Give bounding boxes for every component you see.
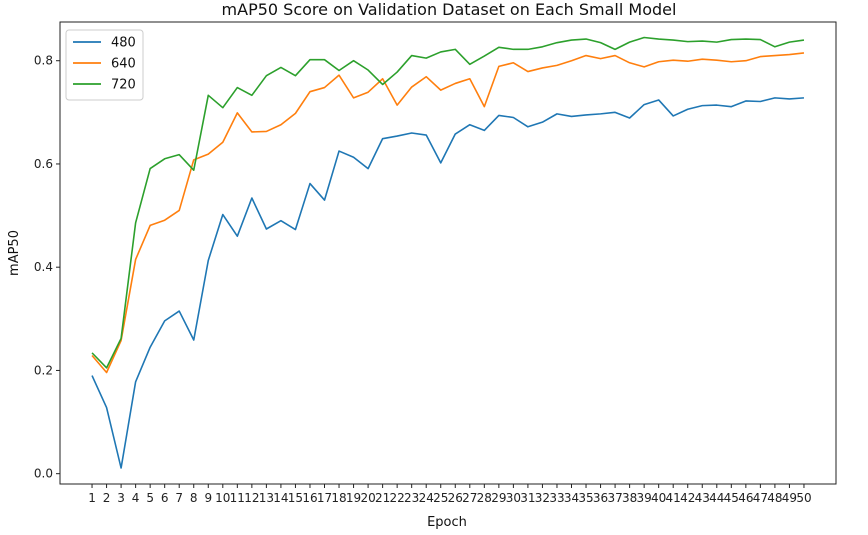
x-tick-label: 3 <box>117 491 125 505</box>
x-tick-label: 25 <box>433 491 448 505</box>
x-tick-label: 15 <box>288 491 303 505</box>
x-tick-label: 29 <box>491 491 506 505</box>
x-tick-label: 18 <box>331 491 346 505</box>
x-tick-label: 31 <box>520 491 535 505</box>
x-tick-label: 8 <box>190 491 198 505</box>
x-tick-label: 1 <box>88 491 96 505</box>
x-tick-label: 7 <box>175 491 183 505</box>
x-tick-label: 23 <box>404 491 419 505</box>
x-axis-title: Epoch <box>427 515 467 530</box>
series-line-720 <box>91 36 805 369</box>
x-tick-label: 46 <box>738 491 753 505</box>
legend-label-640: 640 <box>111 57 136 72</box>
x-tick-label: 24 <box>419 491 434 505</box>
y-axis: 0.0 0.2 0.4 0.6 0.8 <box>34 54 60 481</box>
plot-area <box>91 36 805 469</box>
y-tick-label: 0.6 <box>34 157 53 171</box>
x-tick-label: 40 <box>651 491 666 505</box>
plot-frame <box>59 21 837 485</box>
x-tick-label: 6 <box>161 491 169 505</box>
x-tick-label: 17 <box>317 491 332 505</box>
x-tick-label: 19 <box>346 491 361 505</box>
x-tick-label: 36 <box>593 491 608 505</box>
x-tick-label: 26 <box>448 491 463 505</box>
x-tick-label: 4 <box>132 491 140 505</box>
y-axis-title: mAP50 <box>7 230 22 276</box>
x-tick-label: 9 <box>204 491 212 505</box>
y-tick-label: 0.0 <box>34 467 53 481</box>
x-tick-label: 39 <box>637 491 652 505</box>
x-tick-label: 11 <box>230 491 245 505</box>
x-tick-label: 38 <box>622 491 637 505</box>
x-tick-label: 20 <box>360 491 375 505</box>
x-tick-label: 30 <box>506 491 521 505</box>
legend: 480 640 720 <box>65 29 144 101</box>
x-tick-label: 12 <box>244 491 259 505</box>
x-tick-label: 10 <box>215 491 230 505</box>
y-tick-label: 0.2 <box>34 363 53 377</box>
x-tick-label: 50 <box>796 491 811 505</box>
x-tick-label: 28 <box>477 491 492 505</box>
x-tick-label: 21 <box>375 491 390 505</box>
x-tick-label: 34 <box>564 491 579 505</box>
series-line-480 <box>91 97 805 469</box>
x-tick-label: 49 <box>782 491 797 505</box>
x-tick-label: 16 <box>302 491 317 505</box>
legend-label-720: 720 <box>111 78 136 93</box>
x-axis: 1 2 3 4 5 6 7 8 9 10 11 12 13 14 15 16 17 18 19 20 21 22 23 24 2… <box>88 484 812 505</box>
x-tick-label: 22 <box>390 491 405 505</box>
y-tick-label: 0.8 <box>34 54 53 68</box>
x-tick-label: 14 <box>273 491 288 505</box>
x-tick-label: 41 <box>666 491 681 505</box>
x-tick-label: 2 <box>103 491 111 505</box>
x-tick-label: 5 <box>146 491 154 505</box>
series-line-640 <box>91 52 805 374</box>
legend-label-480: 480 <box>111 36 136 51</box>
x-tick-label: 45 <box>724 491 739 505</box>
x-tick-label: 33 <box>549 491 564 505</box>
x-tick-label: 35 <box>578 491 593 505</box>
x-tick-label: 13 <box>259 491 274 505</box>
chart-title: mAP50 Score on Validation Dataset on Eac… <box>222 0 677 19</box>
x-tick-label: 48 <box>767 491 782 505</box>
x-tick-label: 47 <box>753 491 768 505</box>
x-tick-label: 42 <box>680 491 695 505</box>
x-tick-label: 37 <box>607 491 622 505</box>
y-tick-label: 0.4 <box>34 260 53 274</box>
x-tick-label: 32 <box>535 491 550 505</box>
x-tick-label: 43 <box>695 491 710 505</box>
x-tick-label: 44 <box>709 491 724 505</box>
x-tick-label: 27 <box>462 491 477 505</box>
legend-box <box>65 29 144 101</box>
